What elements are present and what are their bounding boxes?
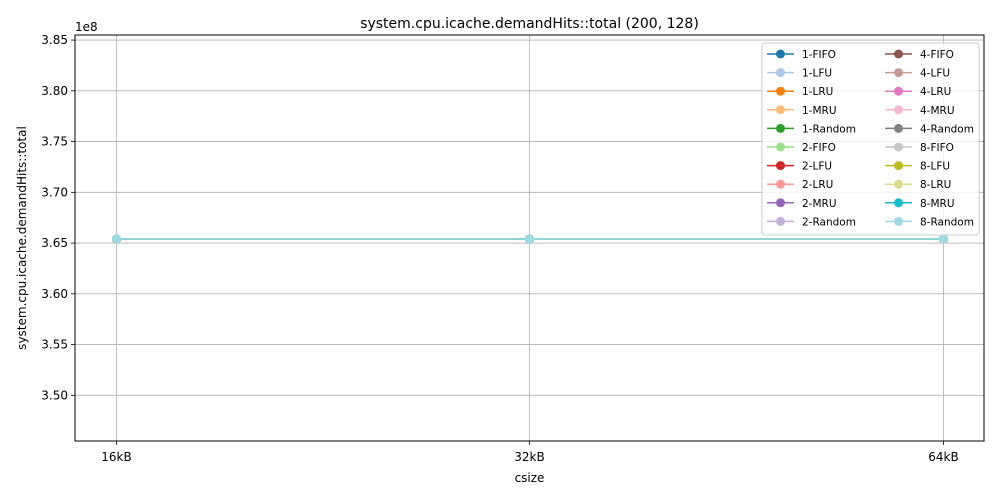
legend-label: 2-FIFO [802,142,836,154]
legend-item: 1-Random [767,123,856,135]
y-tick-label: 3.55 [41,338,68,352]
legend-label: 4-FIFO [920,49,954,61]
y-axis: 3.50 3.55 3.60 3.65 3.70 3.75 3.80 3.85 [41,33,75,402]
chart-title: system.cpu.icache.demandHits::total (200… [360,16,699,32]
legend-marker [894,216,903,226]
legend-item: 1-LFU [767,68,832,80]
legend-item: 8-LRU [885,179,951,191]
legend-label: 8-FIFO [920,142,954,154]
legend-item: 8-FIFO [885,142,954,154]
legend-item: 4-LFU [885,68,950,80]
legend-label: 8-LFU [920,161,950,173]
legend-marker [894,198,903,208]
legend-item: 8-Random [885,216,974,228]
legend-label: 4-LFU [920,68,950,80]
y-tick-label: 3.65 [41,236,68,250]
legend-marker [894,68,903,78]
legend-marker [894,105,903,115]
legend-item: 1-FIFO [767,49,836,61]
legend-item: 1-MRU [767,105,837,117]
legend-marker [776,198,785,208]
legend-item: 4-Random [885,123,974,135]
legend-marker [894,179,903,189]
legend-label: 8-LRU [920,179,951,191]
legend-marker [776,161,785,171]
x-tick-label: 16kB [101,450,131,464]
series-8-Random [112,234,948,244]
y-axis-label: system.cpu.icache.demandHits::total [15,126,29,350]
legend-marker [894,49,903,59]
y-tick-label: 3.70 [41,185,68,199]
legend-item: 2-LRU [767,179,833,191]
legend-item: 2-LFU [767,161,832,173]
y-offset-label: 1e8 [75,20,98,34]
x-tick-label: 64kB [928,450,958,464]
legend-item: 4-LRU [885,86,951,98]
legend-label: 2-LRU [802,179,833,191]
legend-item: 8-MRU [885,198,955,210]
x-tick-label: 32kB [514,450,544,464]
data-point [112,234,121,244]
legend-marker [894,123,903,133]
legend-item: 2-Random [767,216,856,228]
legend-label: 8-Random [920,216,974,228]
legend-label: 1-LRU [802,86,833,98]
data-point [525,234,534,244]
legend-label: 2-MRU [802,198,837,210]
x-axis-label: csize [515,471,545,485]
legend-marker [894,86,903,96]
legend-marker [776,86,785,96]
legend-label: 1-Random [802,123,856,135]
series-layer [112,234,948,244]
legend-item: 4-FIFO [885,49,954,61]
y-tick-label: 3.80 [41,84,68,98]
legend-label: 1-FIFO [802,49,836,61]
legend-label: 8-MRU [920,198,955,210]
legend-marker [776,123,785,133]
legend-marker [776,68,785,78]
y-tick-label: 3.75 [41,135,68,149]
y-tick-label: 3.60 [41,287,68,301]
legend-marker [776,49,785,59]
x-axis: 16kB 32kB 64kB [101,441,959,464]
data-point [939,234,948,244]
legend-label: 2-Random [802,216,856,228]
legend-item: 2-MRU [767,198,837,210]
legend-label: 4-Random [920,123,974,135]
legend-marker [776,179,785,189]
legend-label: 2-LFU [802,161,832,173]
legend-item: 4-MRU [885,105,955,117]
legend-marker [894,161,903,171]
y-tick-label: 3.85 [41,33,68,47]
legend: 1-FIFO 1-LFU 1-LRU 1-MRU 1-Random 2-FIFO 2-LFU… [761,42,980,236]
legend-label: 1-LFU [802,68,832,80]
legend-box [761,42,980,236]
legend-marker [776,142,785,152]
legend-marker [894,142,903,152]
legend-item: 2-FIFO [767,142,836,154]
legend-label: 1-MRU [802,105,837,117]
legend-item: 8-LFU [885,161,950,173]
legend-label: 4-MRU [920,105,955,117]
legend-marker [776,105,785,115]
legend-label: 4-LRU [920,86,951,98]
y-tick-label: 3.50 [41,388,68,402]
legend-marker [776,216,785,226]
legend-item: 1-LRU [767,86,833,98]
